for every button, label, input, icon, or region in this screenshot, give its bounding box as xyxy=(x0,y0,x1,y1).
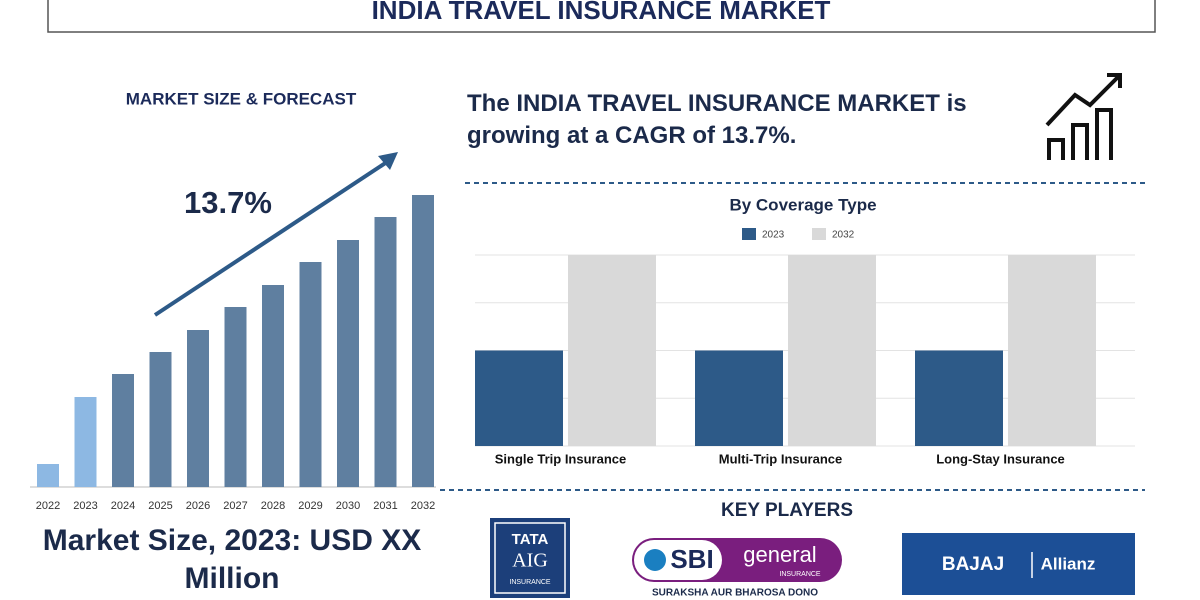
bar xyxy=(374,217,397,487)
cagr-annotation: 13.7% xyxy=(184,185,272,220)
arrow-head xyxy=(378,152,398,170)
legend-label: 2023 xyxy=(762,230,785,241)
bar xyxy=(788,255,876,446)
x-tick-label: 2027 xyxy=(223,500,247,512)
x-tick-label: Long-Stay Insurance xyxy=(936,451,1065,466)
bar xyxy=(1008,255,1096,446)
logo-text: SBI xyxy=(670,544,713,574)
x-tick-label: 2029 xyxy=(298,500,322,512)
x-tick-label: 2032 xyxy=(411,500,435,512)
bar xyxy=(412,195,434,487)
bar xyxy=(568,255,656,446)
bar xyxy=(187,330,209,487)
logo-text: TATA xyxy=(512,531,549,548)
bar xyxy=(695,350,783,446)
tata-logo: TATA AIG INSURANCE xyxy=(490,518,570,598)
bar xyxy=(915,350,1003,446)
trend-icon xyxy=(1045,73,1122,160)
legend-swatch xyxy=(812,228,826,240)
bar xyxy=(224,307,247,487)
x-tick-label: 2022 xyxy=(36,500,60,512)
x-tick-label: 2023 xyxy=(73,500,97,512)
x-tick-label: 2031 xyxy=(373,500,397,512)
logo-text: SURAKSHA AUR BHAROSA DONO xyxy=(652,588,818,599)
key-players-title: KEY PLAYERS xyxy=(721,500,853,521)
bar xyxy=(149,352,172,487)
bar xyxy=(262,285,284,487)
x-tick-label: Single Trip Insurance xyxy=(495,451,626,466)
x-tick-label: 2026 xyxy=(186,500,210,512)
chart-title: MARKET SIZE & FORECAST xyxy=(126,89,357,108)
bar xyxy=(475,350,563,446)
bajaj-logo: BAJAJ Allianz xyxy=(902,533,1135,595)
chart-title: By Coverage Type xyxy=(729,195,876,214)
market-size: Market Size, 2023: USD XX Million xyxy=(42,524,422,595)
page-title: INDIA TRAVEL INSURANCE MARKET xyxy=(372,0,831,25)
x-tick-label: 2028 xyxy=(261,500,285,512)
x-tick-label: 2024 xyxy=(111,500,135,512)
x-tick-label: Multi-Trip Insurance xyxy=(719,451,843,466)
bar xyxy=(112,374,134,487)
logo-text: INSURANCE xyxy=(509,579,551,586)
x-tick-label: 2025 xyxy=(148,500,172,512)
logo-text: INSURANCE xyxy=(779,571,821,578)
legend-swatch xyxy=(742,228,756,240)
bar xyxy=(299,262,322,487)
x-tick-label: 2030 xyxy=(336,500,360,512)
logo-text: Allianz xyxy=(1041,554,1096,573)
logo-text: AIG xyxy=(512,550,548,572)
growth-arrow xyxy=(153,158,392,317)
headline: The INDIA TRAVEL INSURANCE MARKET is gro… xyxy=(467,90,967,149)
bar xyxy=(74,397,97,487)
logo-text: general xyxy=(743,542,816,567)
bar xyxy=(337,240,359,487)
legend-label: 2032 xyxy=(832,230,855,241)
sbi-logo: SBI general INSURANCE SURAKSHA AUR BHARO… xyxy=(632,538,842,599)
bar xyxy=(37,464,59,487)
title-box xyxy=(47,0,1156,33)
logo-text: BAJAJ xyxy=(942,554,1004,575)
